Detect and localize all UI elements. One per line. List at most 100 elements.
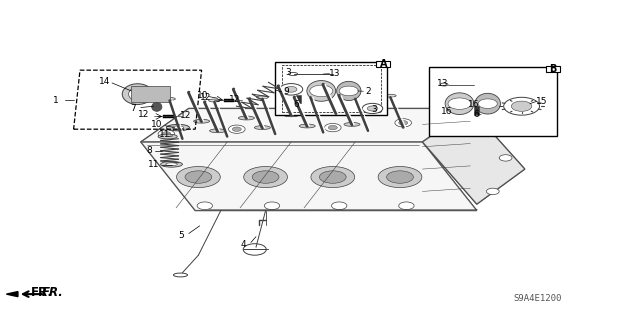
Circle shape: [339, 86, 358, 96]
Ellipse shape: [289, 72, 298, 76]
Text: 15: 15: [536, 97, 548, 106]
Ellipse shape: [252, 171, 279, 183]
Ellipse shape: [238, 116, 255, 120]
Circle shape: [162, 132, 171, 136]
Text: 7: 7: [131, 104, 136, 113]
Text: 4: 4: [241, 240, 246, 249]
Circle shape: [310, 85, 333, 97]
Text: 3: 3: [372, 105, 377, 114]
Text: 10: 10: [196, 91, 208, 100]
Text: 2: 2: [366, 87, 371, 96]
Circle shape: [483, 124, 496, 131]
Text: 6: 6: [474, 110, 479, 119]
Circle shape: [280, 84, 303, 95]
Ellipse shape: [328, 111, 344, 115]
Circle shape: [228, 125, 245, 133]
Bar: [131, 86, 170, 102]
Circle shape: [511, 101, 532, 111]
Text: 1: 1: [54, 96, 59, 105]
Bar: [163, 115, 175, 118]
Text: A: A: [380, 59, 387, 69]
Ellipse shape: [122, 84, 153, 105]
Text: 11: 11: [159, 130, 171, 139]
Bar: [296, 95, 301, 103]
Ellipse shape: [300, 124, 315, 128]
Polygon shape: [422, 108, 525, 204]
Text: FR.: FR.: [31, 286, 52, 299]
Text: 12: 12: [138, 110, 150, 119]
Ellipse shape: [344, 122, 360, 126]
Ellipse shape: [164, 98, 175, 100]
Ellipse shape: [161, 161, 182, 167]
Ellipse shape: [129, 87, 147, 101]
Circle shape: [395, 119, 412, 127]
Circle shape: [264, 202, 280, 210]
Ellipse shape: [475, 93, 500, 114]
Text: 14: 14: [99, 78, 110, 86]
Circle shape: [197, 202, 212, 210]
Ellipse shape: [445, 93, 474, 115]
Text: 5: 5: [179, 231, 184, 240]
Ellipse shape: [311, 167, 355, 188]
Bar: [429, 67, 557, 136]
Ellipse shape: [209, 99, 220, 102]
Ellipse shape: [385, 94, 396, 97]
Ellipse shape: [177, 167, 220, 188]
Circle shape: [362, 103, 383, 114]
Text: 16: 16: [468, 100, 479, 109]
Ellipse shape: [257, 96, 268, 99]
Circle shape: [399, 121, 408, 125]
Ellipse shape: [378, 167, 422, 188]
Text: 12: 12: [229, 95, 241, 104]
Ellipse shape: [305, 94, 316, 97]
Bar: [376, 61, 390, 67]
Bar: [224, 99, 234, 102]
Circle shape: [448, 98, 471, 109]
Ellipse shape: [158, 134, 177, 139]
Polygon shape: [6, 292, 18, 297]
Bar: [282, 65, 381, 112]
Circle shape: [285, 86, 297, 92]
Circle shape: [328, 125, 337, 130]
Text: S9A4E1200: S9A4E1200: [513, 294, 562, 303]
Ellipse shape: [166, 124, 189, 131]
Polygon shape: [141, 108, 470, 142]
Ellipse shape: [210, 129, 226, 133]
Text: 16: 16: [441, 107, 452, 116]
Circle shape: [232, 127, 241, 131]
Circle shape: [478, 99, 497, 108]
Ellipse shape: [440, 83, 448, 86]
Text: 11: 11: [148, 160, 159, 169]
Ellipse shape: [283, 113, 300, 117]
Ellipse shape: [254, 126, 270, 130]
Text: 13: 13: [436, 79, 448, 88]
Ellipse shape: [166, 163, 177, 166]
Circle shape: [332, 202, 347, 210]
Circle shape: [499, 155, 512, 161]
Bar: [275, 62, 387, 115]
Ellipse shape: [172, 126, 184, 129]
Ellipse shape: [173, 273, 188, 277]
Ellipse shape: [307, 81, 335, 101]
Circle shape: [367, 106, 378, 111]
Circle shape: [504, 97, 540, 115]
Ellipse shape: [185, 171, 212, 183]
Circle shape: [324, 123, 341, 132]
Ellipse shape: [349, 96, 361, 99]
Text: 3: 3: [285, 68, 291, 77]
Ellipse shape: [337, 81, 361, 100]
Ellipse shape: [244, 167, 287, 188]
Bar: [474, 106, 479, 115]
Text: FR.: FR.: [42, 286, 63, 299]
Text: 9: 9: [284, 87, 289, 96]
Polygon shape: [141, 142, 477, 211]
Text: 6: 6: [294, 100, 299, 109]
Circle shape: [399, 202, 414, 210]
Ellipse shape: [319, 171, 346, 183]
Ellipse shape: [152, 102, 162, 111]
Ellipse shape: [387, 171, 413, 183]
Text: 12: 12: [200, 93, 212, 102]
Circle shape: [158, 130, 175, 138]
Text: B: B: [549, 64, 557, 74]
Text: 8: 8: [147, 146, 152, 155]
